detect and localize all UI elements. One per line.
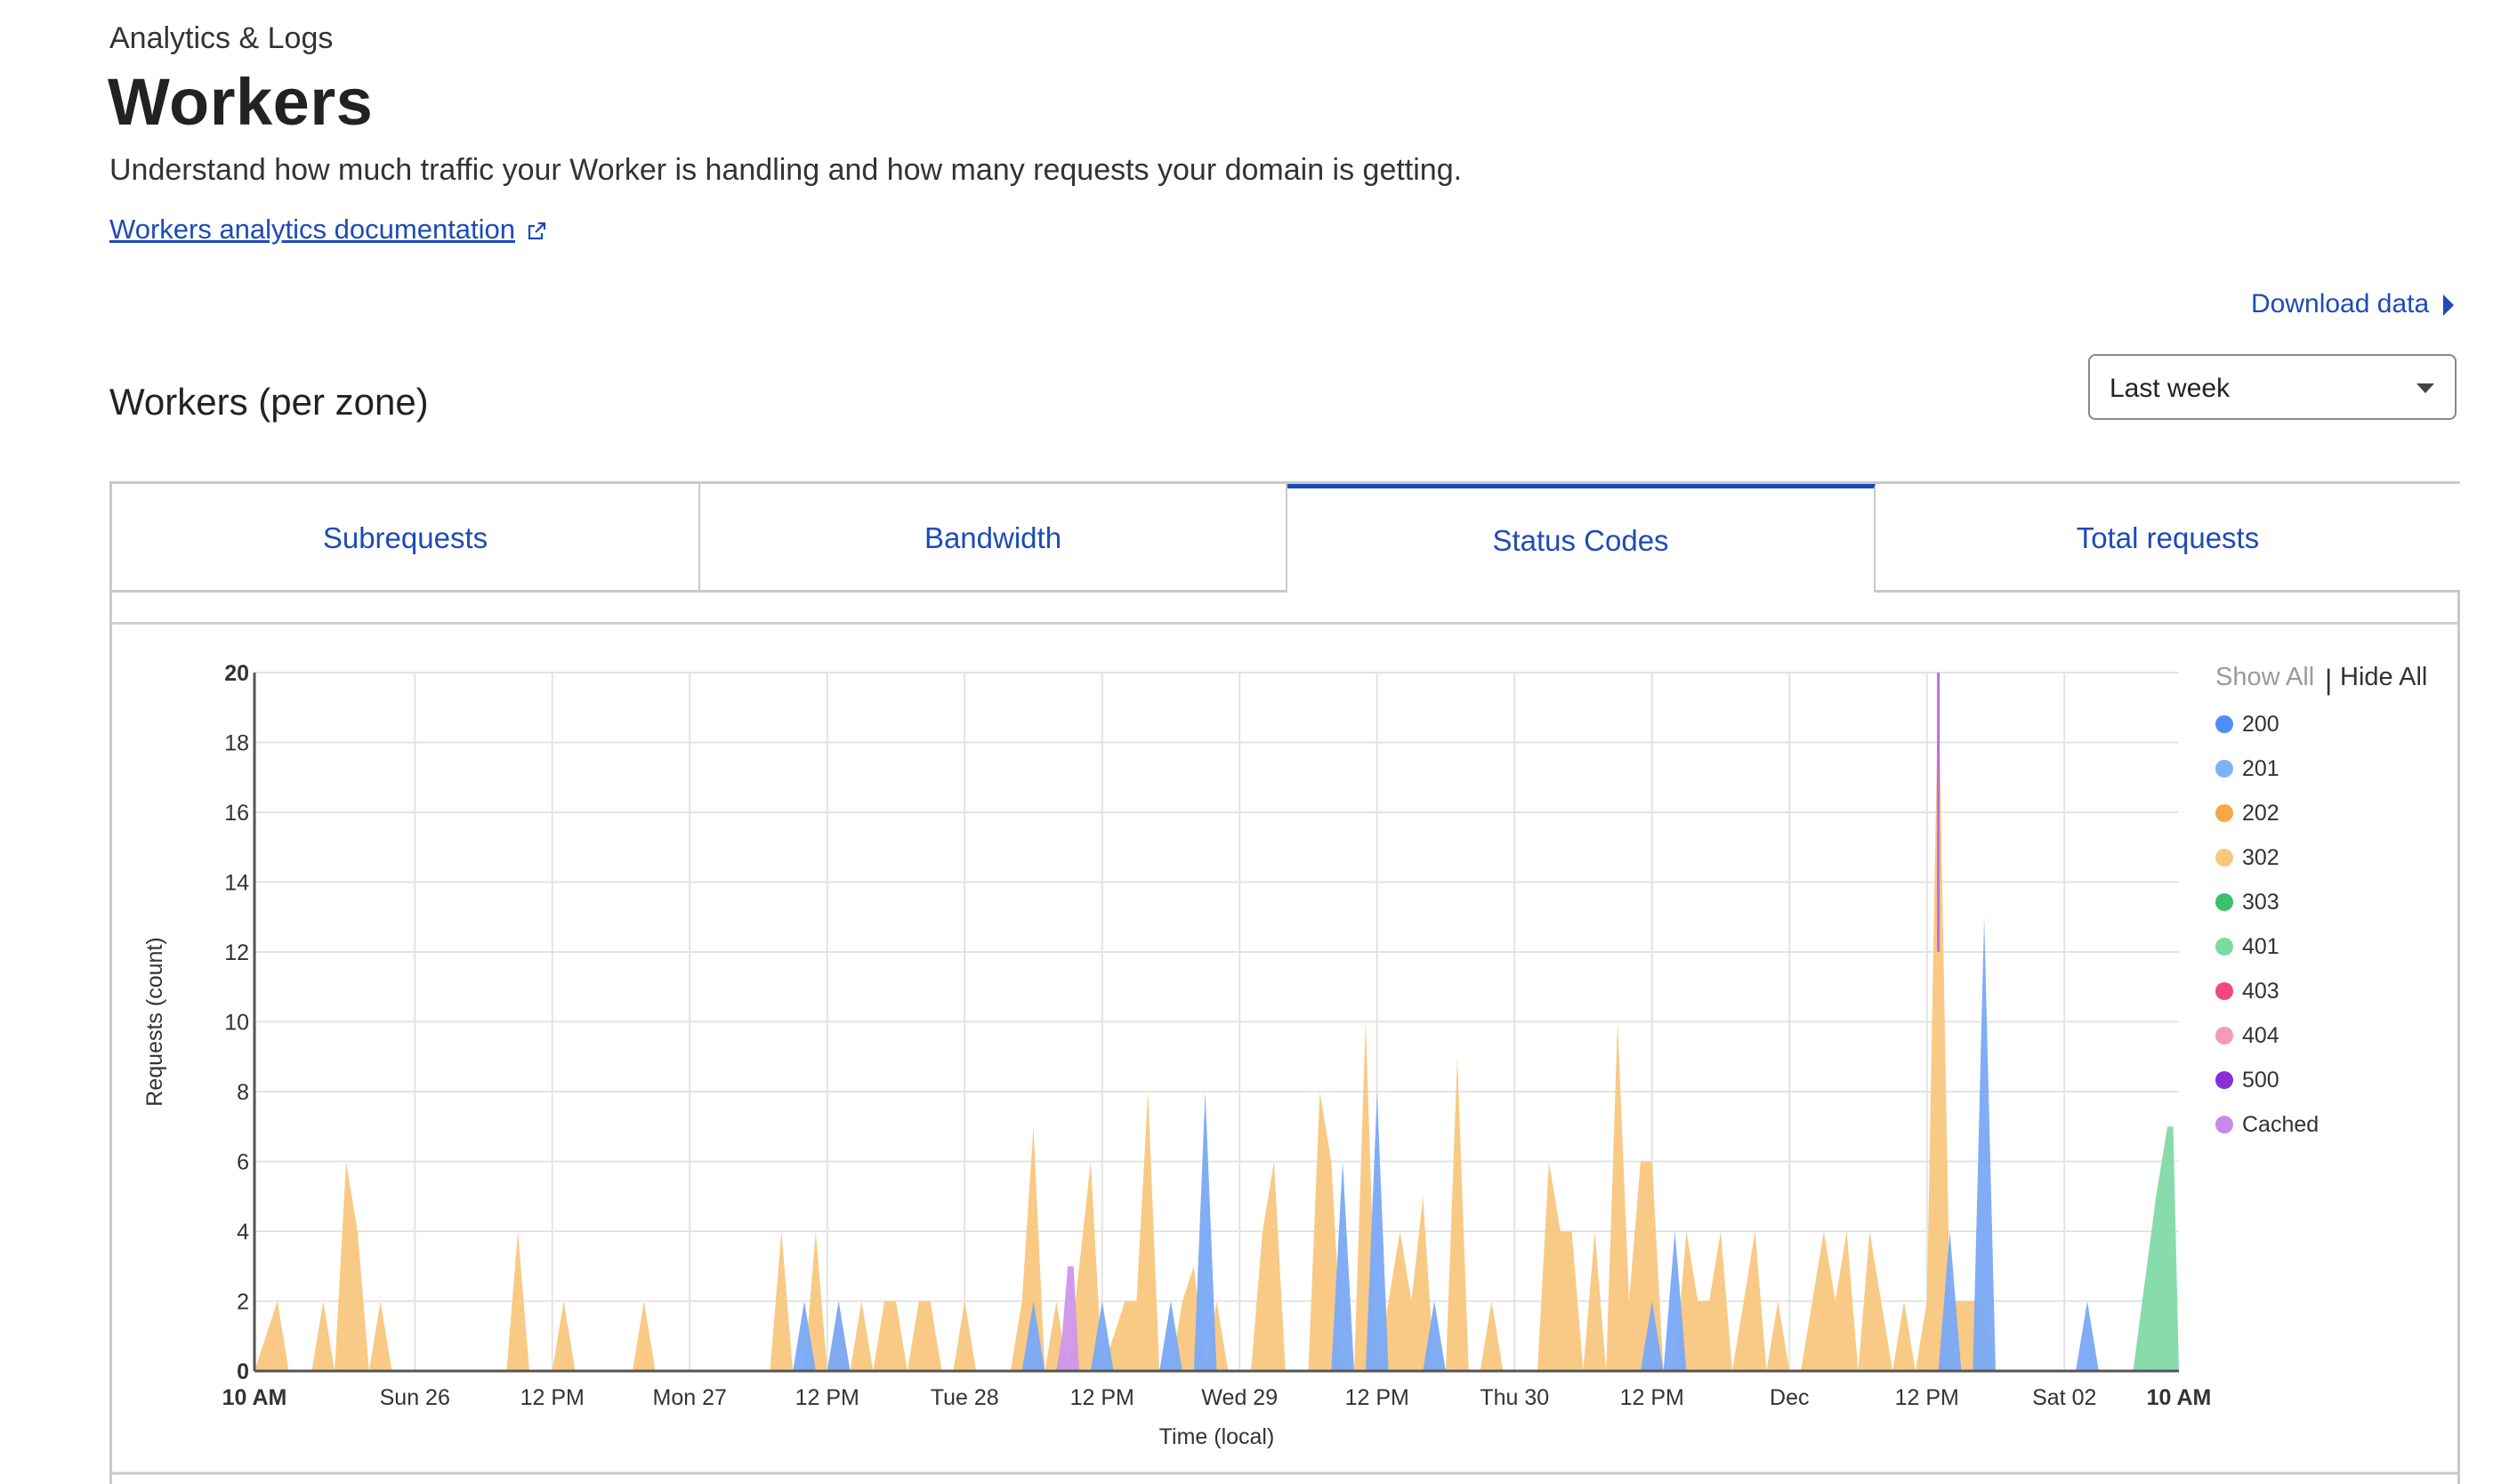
page-title: Workers (108, 65, 374, 139)
x-tick-label: 10 AM (222, 1385, 287, 1410)
x-tick-label: 12 PM (520, 1385, 585, 1410)
section-title: Workers (per zone) (109, 381, 429, 423)
legend-dot (2215, 760, 2233, 778)
tab-bandwidth[interactable]: Bandwidth (700, 484, 1287, 593)
x-tick-label: Wed 29 (1201, 1385, 1278, 1410)
legend-label: 201 (2242, 755, 2279, 781)
documentation-link[interactable]: Workers analytics documentation (109, 214, 547, 246)
legend-label: 401 (2242, 933, 2279, 959)
tab-status-codes[interactable]: Status Codes (1287, 484, 1876, 593)
legend-item-200[interactable]: 200 (2215, 711, 2279, 738)
y-tick-label: 0 (237, 1359, 249, 1384)
legend-label: 303 (2242, 889, 2279, 915)
x-tick-label: 10 AM (2147, 1385, 2212, 1410)
legend-item-401[interactable]: 401 (2215, 933, 2279, 960)
y-tick-label: 14 (224, 871, 249, 896)
chevron-down-icon (2416, 383, 2434, 393)
y-tick-label: 12 (224, 940, 249, 965)
y-tick-label: 2 (237, 1290, 249, 1315)
caret-right-icon (2443, 294, 2455, 317)
legend-label: 202 (2242, 800, 2279, 826)
series-area-200 (254, 916, 2179, 1371)
legend-label: 500 (2242, 1067, 2279, 1093)
y-axis-title: Requests (count) (142, 937, 167, 1106)
legend-dot (2215, 1116, 2233, 1134)
legend-dot (2215, 938, 2233, 956)
y-tick-label: 20 (224, 661, 249, 686)
x-tick-label: Mon 27 (653, 1385, 727, 1410)
legend-dot (2215, 893, 2233, 912)
legend-dot (2215, 715, 2233, 734)
y-tick-label: 10 (224, 1011, 249, 1036)
legend-item-500[interactable]: 500 (2215, 1067, 2279, 1093)
legend-label: Cached (2242, 1111, 2319, 1137)
legend-separator: | (2325, 664, 2333, 696)
legend-label: 404 (2242, 1022, 2279, 1048)
tab-subrequests[interactable]: Subrequests (112, 484, 700, 593)
y-tick-label: 6 (237, 1150, 249, 1175)
documentation-link-label[interactable]: Workers analytics documentation (109, 214, 516, 245)
legend-label: 403 (2242, 978, 2279, 1004)
legend-label: 200 (2242, 711, 2279, 737)
x-axis-title: Time (local) (1159, 1424, 1275, 1449)
x-tick-label: Tue 28 (931, 1385, 999, 1410)
legend-item-201[interactable]: 201 (2215, 755, 2279, 782)
legend-item-302[interactable]: 302 (2215, 844, 2279, 871)
legend-item-403[interactable]: 403 (2215, 978, 2279, 1004)
legend-label: 302 (2242, 844, 2279, 870)
legend-dot (2215, 1027, 2233, 1045)
analytics-panel: Subrequests Bandwidth Status Codes Total… (109, 481, 2460, 1484)
x-tick-label: 12 PM (795, 1385, 859, 1410)
legend-item-cached[interactable]: Cached (2215, 1111, 2319, 1138)
y-tick-label: 16 (224, 801, 249, 826)
download-data-label[interactable]: Download data (2251, 289, 2430, 319)
x-tick-label: Sat 02 (2032, 1385, 2096, 1410)
tab-total-requests[interactable]: Total requests (1876, 484, 2460, 593)
legend-item-202[interactable]: 202 (2215, 800, 2279, 827)
y-tick-label: 4 (237, 1220, 249, 1245)
external-link-icon (528, 222, 546, 239)
y-tick-label: 18 (224, 731, 249, 756)
breadcrumb: Analytics & Logs (109, 21, 334, 55)
page-description: Understand how much traffic your Worker … (109, 153, 1463, 187)
legend-dot (2215, 1071, 2233, 1090)
x-tick-label: Sun 26 (380, 1385, 450, 1410)
time-range-select[interactable]: Last week (2088, 354, 2457, 420)
legend-item-303[interactable]: 303 (2215, 889, 2279, 915)
x-tick-label: Dec (1770, 1385, 1809, 1410)
legend-dot (2215, 804, 2233, 823)
x-tick-label: 12 PM (1345, 1385, 1409, 1410)
x-tick-label: 12 PM (1895, 1385, 1959, 1410)
legend-item-404[interactable]: 404 (2215, 1022, 2279, 1049)
legend-dot (2215, 982, 2233, 1001)
legend-hide-all[interactable]: Hide All (2340, 663, 2428, 691)
x-tick-label: 12 PM (1070, 1385, 1134, 1410)
x-tick-label: 12 PM (1620, 1385, 1684, 1410)
download-data-link[interactable]: Download data (2251, 289, 2456, 319)
panel-divider (112, 622, 2457, 625)
time-range-value: Last week (2110, 374, 2231, 403)
legend-dot (2215, 849, 2233, 867)
y-tick-label: 8 (237, 1080, 249, 1105)
legend-show-all[interactable]: Show All (2215, 663, 2315, 691)
x-tick-label: Thu 30 (1480, 1385, 1549, 1410)
